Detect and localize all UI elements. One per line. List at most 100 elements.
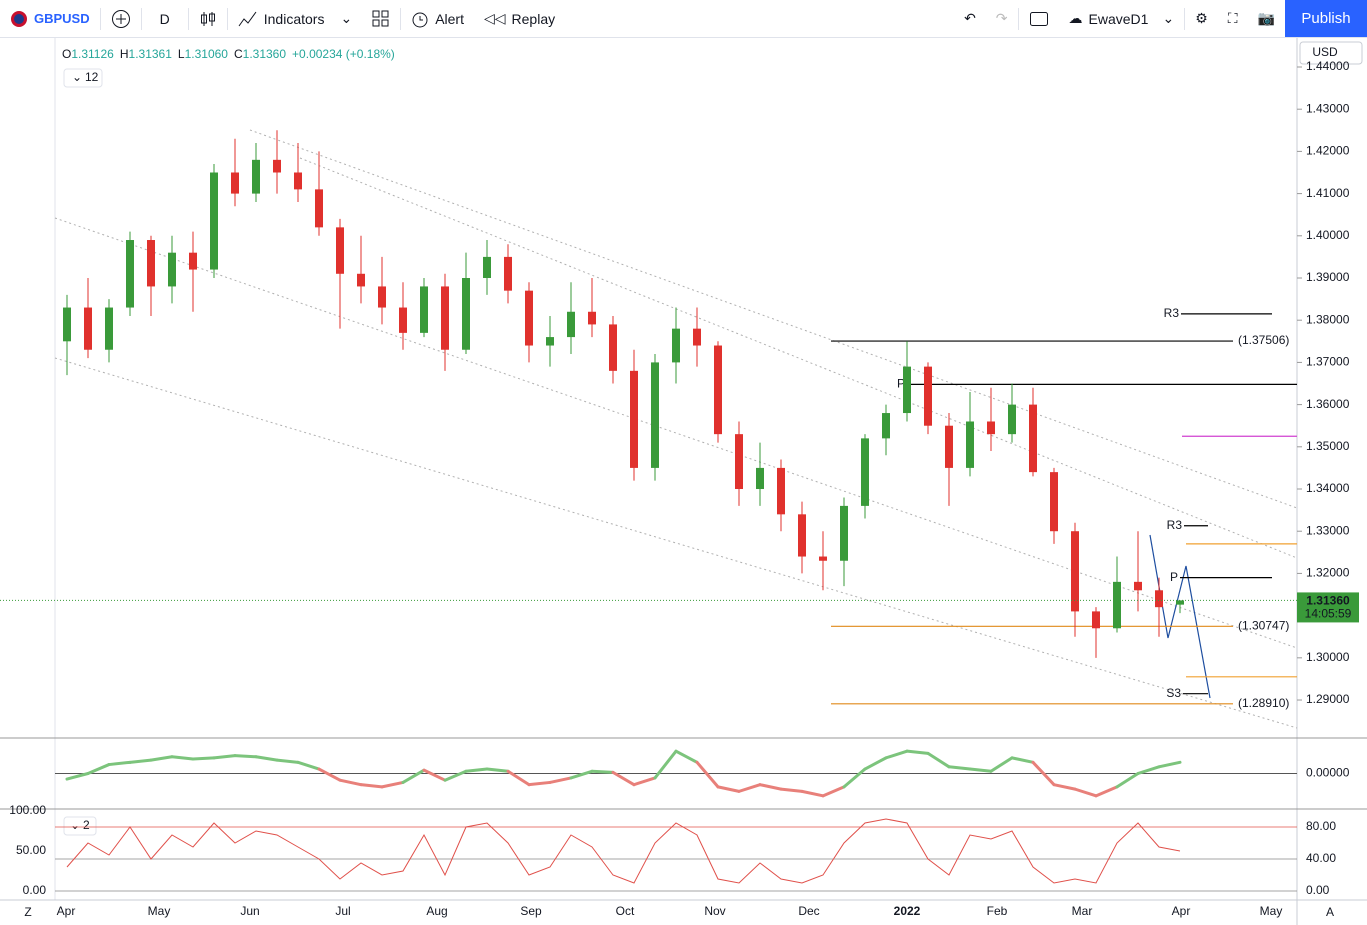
oscillator-segment bbox=[779, 787, 804, 793]
publish-button[interactable]: Publish bbox=[1285, 0, 1367, 37]
replay-icon: ◁◁ bbox=[483, 10, 506, 26]
plus-icon bbox=[111, 9, 130, 28]
y-tick-label: 1.44000 bbox=[1306, 59, 1350, 73]
fullscreen-frame-button[interactable] bbox=[1019, 0, 1059, 37]
indicators-icon bbox=[238, 11, 257, 26]
candle-body bbox=[651, 362, 659, 468]
separator bbox=[140, 7, 142, 30]
candle-body bbox=[777, 467, 785, 515]
currency-button[interactable] bbox=[1299, 41, 1363, 65]
oscillator-segment bbox=[212, 754, 237, 760]
currency: USD bbox=[1312, 45, 1338, 59]
candle-body bbox=[1008, 404, 1016, 435]
oscillator-segment bbox=[758, 783, 783, 791]
chevron: ⌄ bbox=[340, 10, 353, 26]
channel-line bbox=[249, 129, 1298, 509]
candle-body bbox=[966, 421, 974, 468]
candle-body bbox=[798, 514, 806, 557]
replay-label: Replay bbox=[511, 10, 556, 27]
cloud-icon: ☁ bbox=[1068, 10, 1083, 26]
channel-line bbox=[299, 157, 1298, 559]
add-symbol[interactable] bbox=[101, 0, 141, 37]
candle-body bbox=[819, 556, 827, 561]
level-label: P bbox=[1170, 570, 1178, 584]
y-tick-label: 1.33000 bbox=[1306, 523, 1350, 537]
y-tick-label: 1.41000 bbox=[1306, 186, 1350, 200]
oscillator-segment bbox=[422, 768, 447, 782]
oscillator-segment bbox=[1031, 760, 1056, 787]
oscillator-segment bbox=[968, 767, 993, 773]
settings-button[interactable]: ⚙ bbox=[1195, 10, 1208, 26]
collapse-button[interactable] bbox=[63, 68, 103, 88]
oscillator-segment bbox=[485, 767, 510, 773]
separator bbox=[1017, 7, 1019, 30]
oscillator-segment bbox=[1136, 765, 1161, 775]
chart-type-button[interactable] bbox=[189, 0, 227, 37]
alert-label: Alert bbox=[435, 10, 464, 27]
oscillator-segment bbox=[275, 758, 300, 764]
oscillator-segment bbox=[464, 767, 489, 773]
x-tick-label: Apr bbox=[57, 904, 76, 918]
templates-button[interactable] bbox=[362, 0, 400, 37]
level-label: R3 bbox=[1167, 518, 1183, 532]
oscillator-segment bbox=[695, 760, 720, 789]
symbol-button[interactable]: GBPUSD bbox=[0, 0, 100, 37]
fullscreen-button[interactable]: ⛶ bbox=[1227, 10, 1238, 26]
y-tick-label: 1.38000 bbox=[1306, 312, 1350, 326]
ohlc-value: 1.31126 bbox=[71, 47, 114, 61]
alert-button[interactable]: Alert bbox=[401, 0, 474, 37]
indicators-button[interactable]: Indicators ⌄ bbox=[228, 0, 362, 37]
candles bbox=[63, 130, 1184, 658]
x-tick-label: Aug bbox=[426, 904, 447, 918]
y-tick-label: 1.40000 bbox=[1306, 228, 1350, 242]
redo-button[interactable]: ↷ bbox=[995, 10, 1008, 26]
candle-body bbox=[336, 227, 344, 274]
y-tick-label: 50.00 bbox=[16, 843, 46, 857]
log-toggle[interactable]: Z bbox=[24, 905, 31, 919]
oscillator-segment bbox=[107, 760, 132, 767]
oscillator-segment bbox=[632, 776, 657, 787]
ohlc-legend: O1.31126 H1.31361 L1.31060 C1.31360 +0.00234… bbox=[62, 47, 395, 61]
oscillator-segment bbox=[506, 769, 531, 787]
y-tick-label: 1.36000 bbox=[1306, 397, 1350, 411]
x-tick-label: Nov bbox=[704, 904, 725, 918]
candle-body bbox=[63, 307, 71, 342]
candle-body bbox=[357, 273, 365, 287]
channel-line bbox=[54, 217, 1298, 649]
candle-body bbox=[378, 286, 386, 308]
x-tick-label: Dec bbox=[798, 904, 819, 918]
candle-body bbox=[567, 311, 575, 338]
collapse-button[interactable] bbox=[63, 816, 97, 836]
oscillator-segment bbox=[233, 754, 258, 759]
candle-body bbox=[441, 286, 449, 350]
x-tick-label: Feb bbox=[987, 904, 1008, 918]
undo-button[interactable]: ↶ bbox=[964, 10, 976, 26]
x-tick-label: Sep bbox=[520, 904, 542, 918]
flag-icon bbox=[11, 10, 27, 27]
candle-body bbox=[294, 172, 302, 190]
interval-button[interactable]: D bbox=[142, 0, 188, 37]
publish-label: Publish bbox=[1301, 10, 1351, 27]
x-tick-label: Oct bbox=[616, 904, 635, 918]
candle-body bbox=[84, 307, 92, 350]
snapshot-button[interactable]: 📷 bbox=[1257, 10, 1275, 26]
ohlc-change: +0.00234 (+0.18%) bbox=[292, 47, 395, 61]
y-tick-label: 1.37000 bbox=[1306, 355, 1350, 369]
oscillator-segment bbox=[191, 756, 216, 761]
oscillator-segment bbox=[359, 783, 384, 789]
replay-button[interactable]: ◁◁ Replay bbox=[474, 0, 565, 37]
oscillator-segment bbox=[380, 780, 405, 789]
ohlc-key: H bbox=[120, 47, 129, 61]
level-label: (1.37506) bbox=[1238, 333, 1289, 347]
oscillator-segment bbox=[443, 769, 468, 782]
auto-toggle[interactable]: A bbox=[1326, 905, 1334, 919]
candle-body bbox=[903, 366, 911, 414]
candle-body bbox=[231, 172, 239, 194]
candle-body bbox=[420, 286, 428, 333]
y-tick-label: 1.30000 bbox=[1306, 650, 1350, 664]
layout-button[interactable]: ☁ EwaveD1 ⌄ bbox=[1059, 0, 1185, 37]
oscillator-segment bbox=[569, 769, 594, 780]
candle-body bbox=[735, 434, 743, 490]
